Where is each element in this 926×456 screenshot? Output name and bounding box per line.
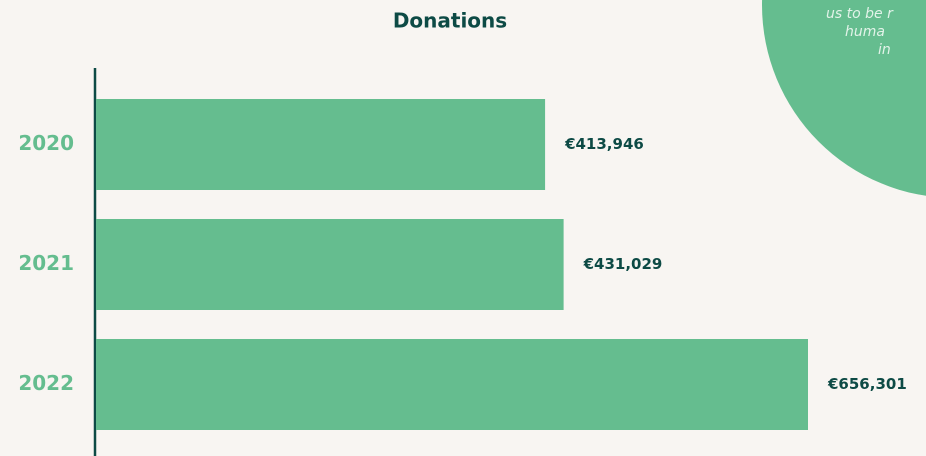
bar [96,99,546,190]
chart-title: Donations [393,9,507,33]
value-label: €431,029 [583,255,663,273]
value-label: €413,946 [564,135,644,153]
y-tick-label: 2021 [18,251,74,275]
annotation: in [878,42,891,58]
y-tick-label: 2020 [18,131,74,155]
bar [96,339,808,430]
bar [96,219,564,310]
y-tick-label: 2022 [18,371,74,395]
annotation: huma [845,24,885,40]
value-label: €656,301 [827,375,907,393]
decor-circle [762,0,926,196]
annotation: us to be r [826,6,894,22]
